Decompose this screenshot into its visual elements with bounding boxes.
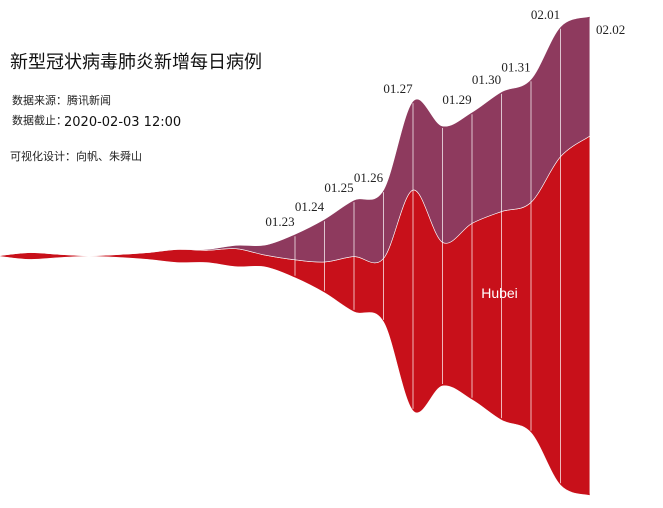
date-label: 02.02 <box>596 22 625 37</box>
source: 数据来源：腾讯新闻 <box>12 93 111 107</box>
date-label: 01.31 <box>501 59 530 74</box>
date-label: 01.24 <box>295 199 325 214</box>
credit: 可视化设计：向帆、朱舜山 <box>10 149 142 163</box>
date-label: 01.23 <box>265 214 294 229</box>
date-label: 01.30 <box>472 72 501 87</box>
cutoff: 2020-02-03 12:00 <box>64 115 181 130</box>
date-label: 01.29 <box>442 92 471 107</box>
series-label: Hubei <box>481 285 518 301</box>
date-label: 01.27 <box>383 81 413 96</box>
chart-title: 新型冠状病毒肺炎新增每日病例 <box>10 52 262 73</box>
cutoff-label: 数据截止： <box>12 113 67 127</box>
date-label: 02.01 <box>531 7 560 22</box>
date-label: 01.26 <box>354 170 384 185</box>
date-label: 01.25 <box>324 180 353 195</box>
